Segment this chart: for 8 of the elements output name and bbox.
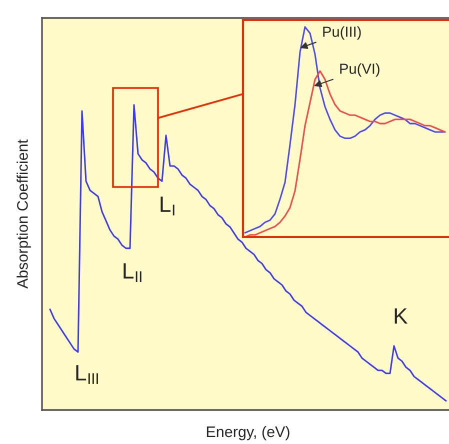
annotation: K bbox=[394, 308, 408, 324]
series-label: Pu(III) bbox=[323, 26, 361, 40]
y-axis-title: Absorption Coefficient bbox=[16, 140, 31, 289]
annotation: L$_{II}$ bbox=[124, 263, 142, 282]
x-axis-title: Energy, (eV) bbox=[206, 426, 290, 440]
annotation: L$_{III}$ bbox=[76, 365, 98, 384]
series-label: Pu(VI) bbox=[340, 63, 380, 77]
annotation: L$_{I}$ bbox=[160, 196, 174, 216]
